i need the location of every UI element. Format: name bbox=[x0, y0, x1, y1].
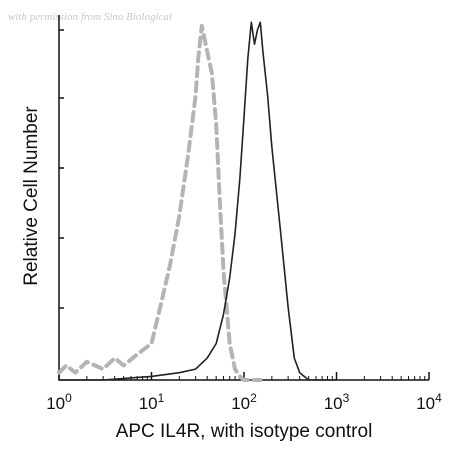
y-axis-ticks bbox=[59, 29, 64, 309]
x-tick-label-3: 103 bbox=[324, 391, 350, 413]
plot-frame bbox=[58, 15, 429, 381]
il4r-series bbox=[58, 21, 338, 381]
series-layer bbox=[57, 21, 338, 382]
x-tick-label-2: 102 bbox=[231, 391, 257, 413]
watermark: with permission from Sino Biological bbox=[8, 11, 172, 23]
x-tick-label-0: 100 bbox=[46, 391, 72, 413]
x-tick-label-1: 101 bbox=[139, 391, 165, 413]
x-axis-title: APC IL4R, with isotype control bbox=[116, 421, 373, 442]
isotype-control-series bbox=[57, 23, 263, 382]
x-tick-label-4: 104 bbox=[416, 391, 442, 413]
y-axis-title: Relative Cell Number bbox=[21, 106, 42, 286]
x-axis-ticks: 100 101 102 103 104 bbox=[46, 372, 442, 413]
